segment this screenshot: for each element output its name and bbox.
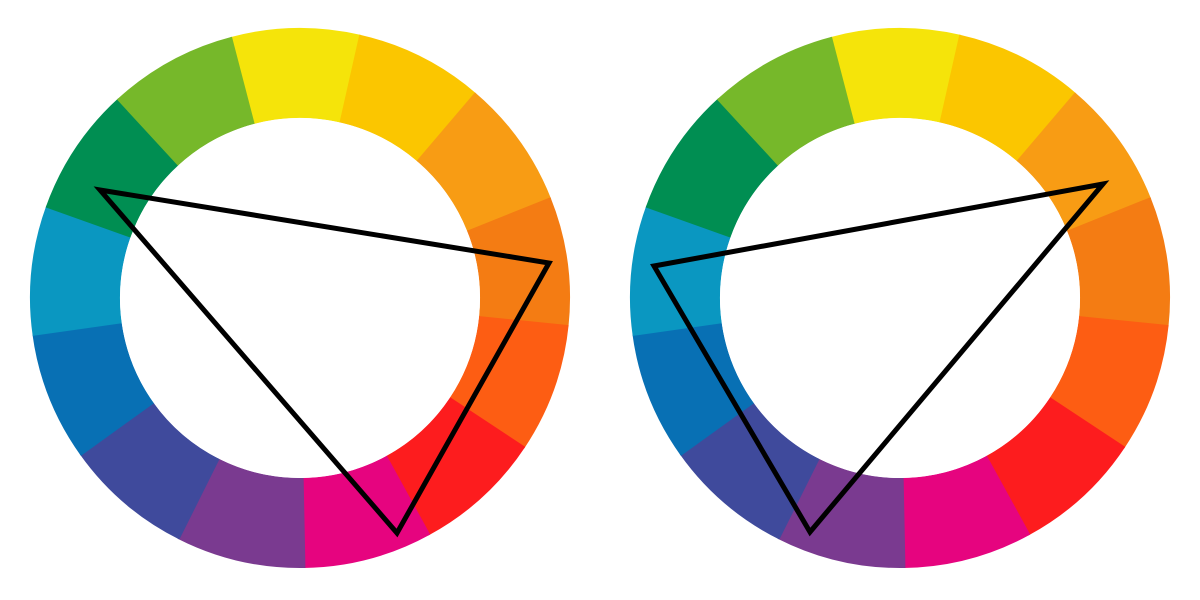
wheel-center (720, 118, 1080, 478)
color-wheel-right-segments (629, 27, 1171, 568)
hue-segment-yellow (230, 27, 362, 125)
color-wheel-left-segments (30, 27, 570, 568)
hue-segment-cyan-blue (30, 205, 131, 336)
hue-segment-yellow-green (116, 36, 255, 166)
hue-segment-orange-red (1066, 197, 1171, 328)
hue-segment-cyan-blue (629, 205, 731, 336)
hue-segment-red-orange (449, 316, 569, 449)
color-wheel-right (629, 27, 1171, 568)
hue-segment-orange (1016, 92, 1152, 232)
hue-segment-blue-violet (79, 402, 220, 540)
hue-segment-blue (632, 322, 754, 456)
hue-segment-red-orange (1049, 316, 1169, 449)
hue-segment-magenta (302, 455, 431, 568)
hue-segment-orange (416, 92, 552, 232)
triad-triangle-right (650, 180, 1110, 537)
hue-segment-blue-violet (679, 402, 820, 540)
hue-segment-red (385, 397, 526, 536)
hue-segment-violet (777, 458, 906, 568)
hue-segment-red (985, 397, 1126, 536)
hue-segment-violet (177, 458, 306, 568)
color-wheel-left (30, 27, 570, 568)
hue-segment-orange-red (466, 197, 570, 328)
hue-segment-yellow-green (716, 36, 855, 166)
hue-segment-yellow-orange (339, 34, 477, 162)
hue-segment-green (45, 98, 179, 238)
hue-segment-green (645, 98, 779, 238)
triad-triangle-left (93, 186, 553, 538)
hue-segment-yellow (830, 27, 962, 125)
hue-segment-yellow-orange (939, 34, 1077, 162)
hue-segment-blue (32, 322, 154, 456)
hue-segment-magenta (902, 455, 1031, 568)
